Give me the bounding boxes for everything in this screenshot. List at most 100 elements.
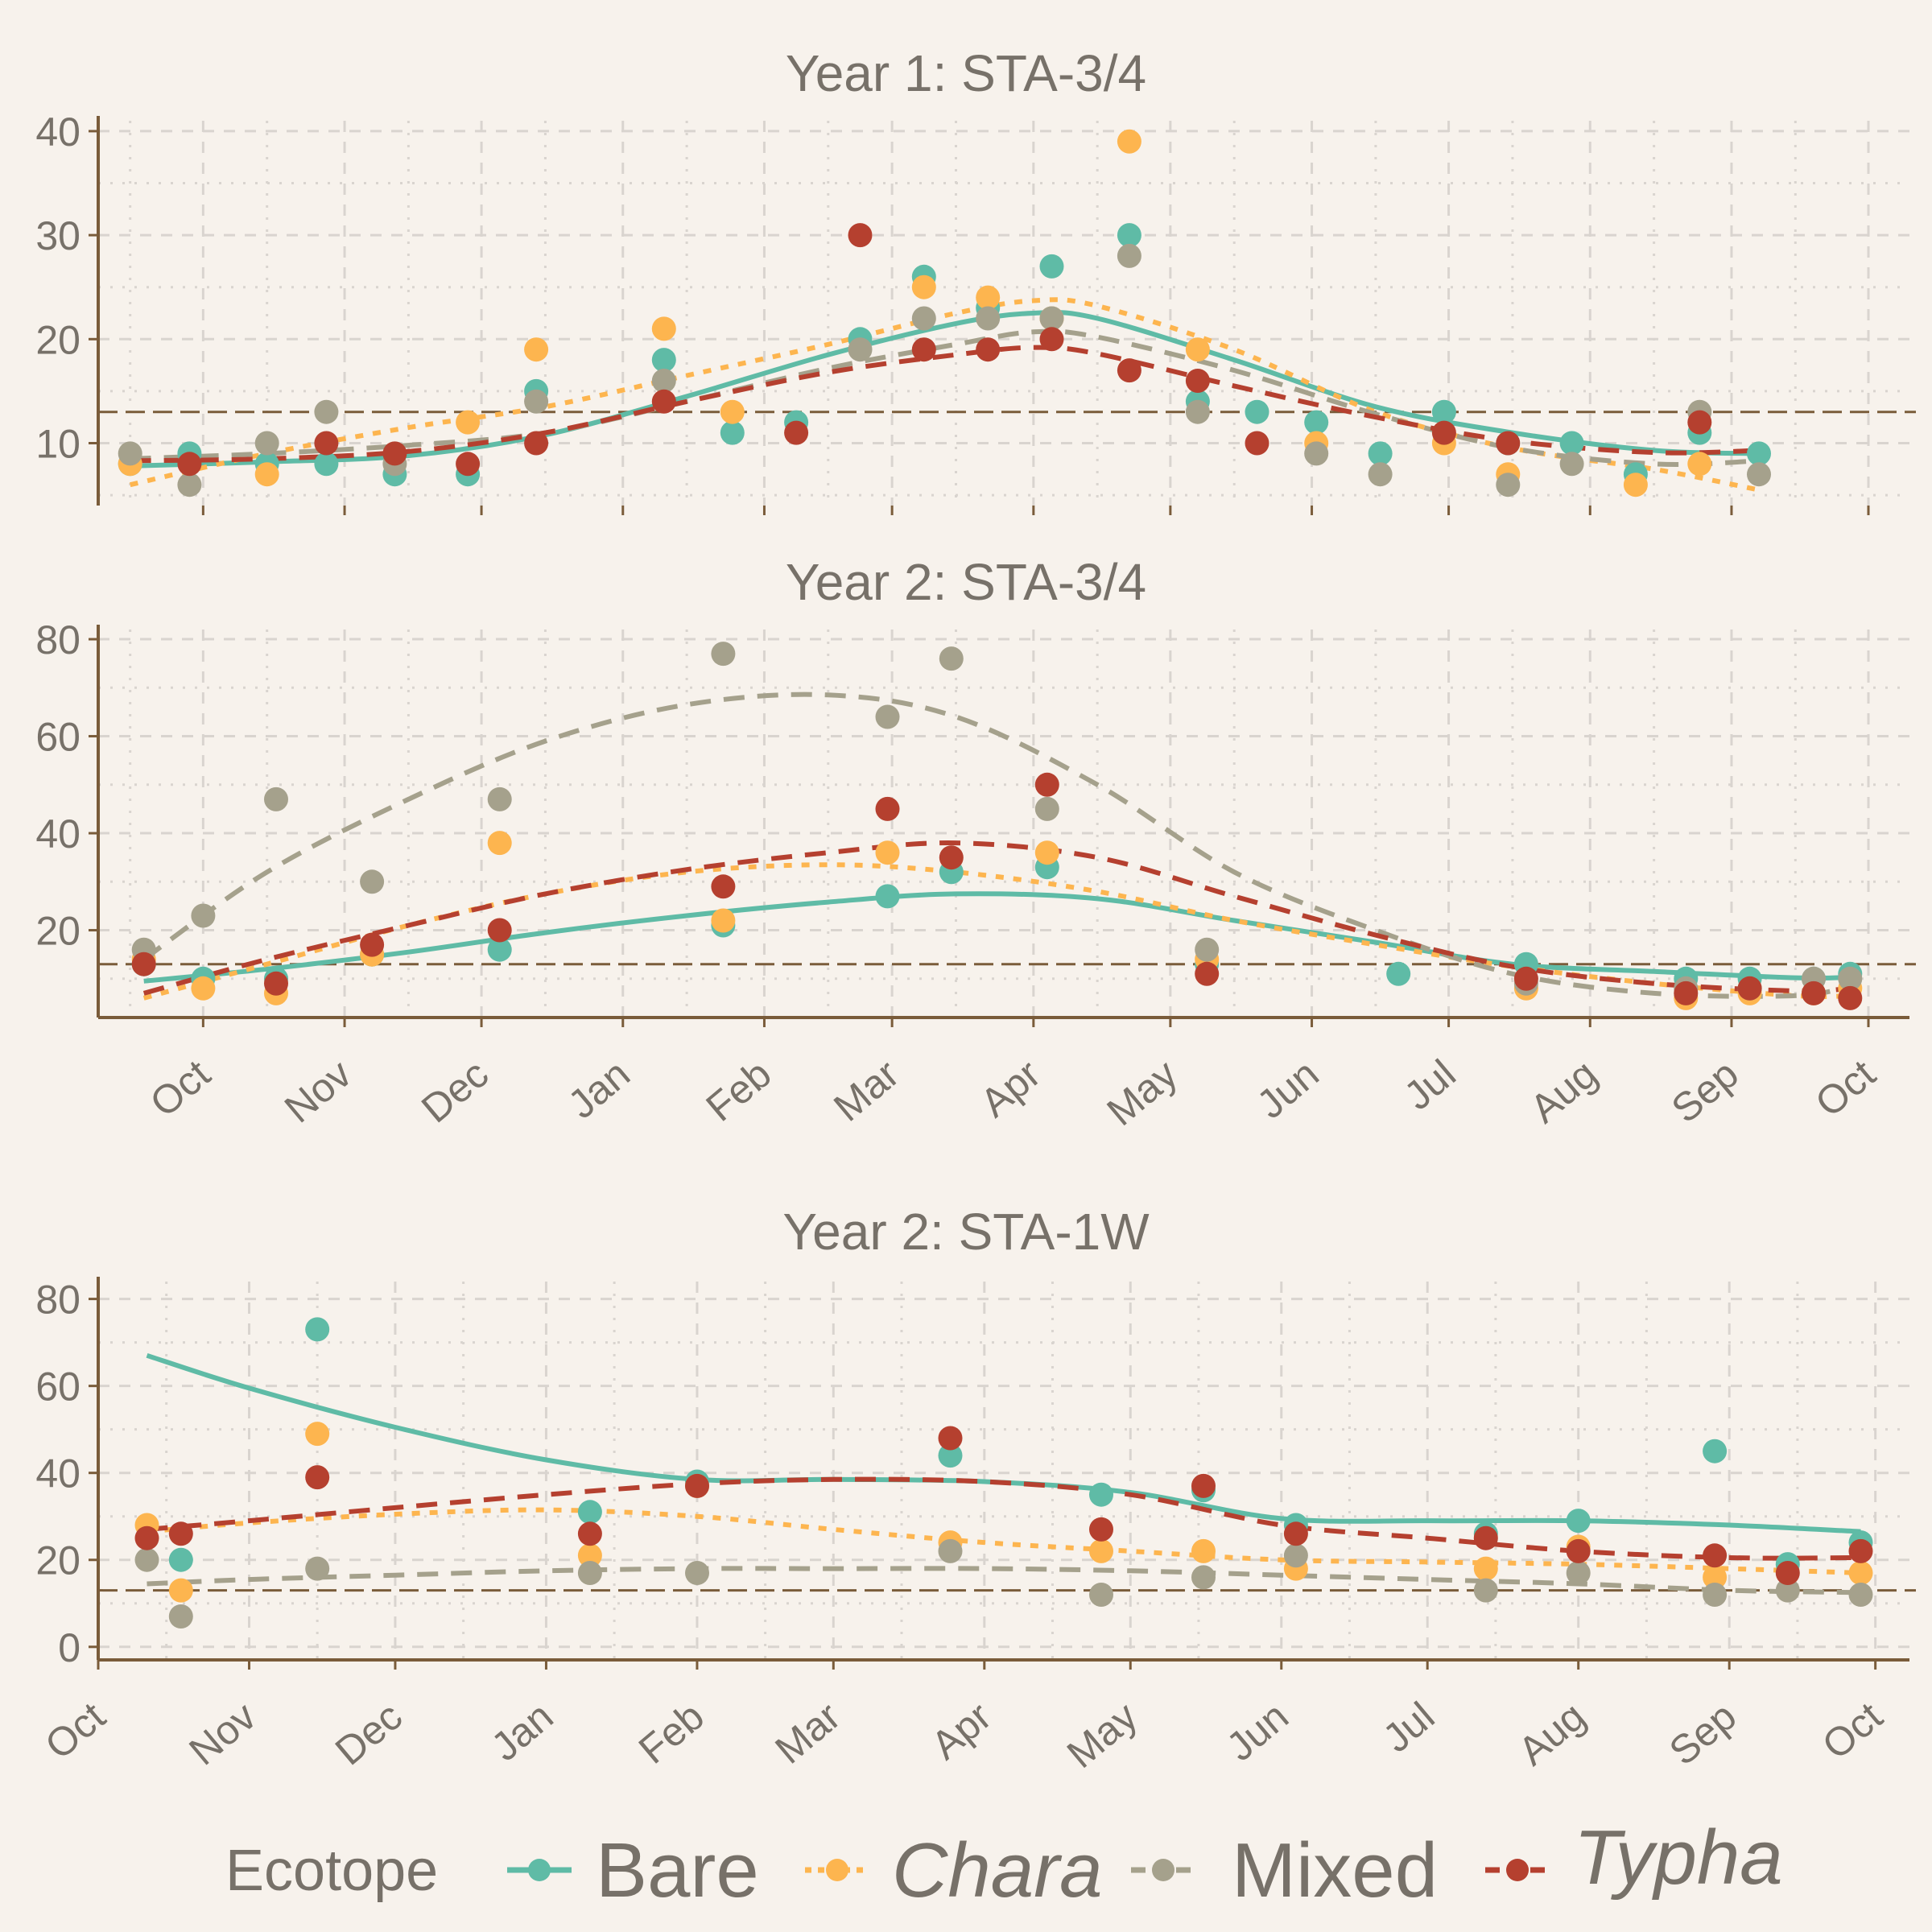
point-typha [1802,980,1826,1005]
point-mixed [1185,399,1210,424]
point-mixed [134,1547,159,1572]
point-typha [131,952,156,976]
panel-year1-sta34: 10 20 30 40 Year 1: STA-3/4 [35,44,1916,515]
trend-line-chara [147,1507,1861,1575]
point-mixed [938,1538,963,1563]
point-mixed [1703,1583,1728,1607]
point-typha [875,796,900,821]
point-chara [168,1578,193,1603]
point-bare [1089,1482,1113,1507]
point-mixed [711,642,736,667]
trend-line-chara [130,297,1760,493]
point-mixed [875,704,900,729]
point-typha [1775,1561,1800,1585]
point-typha [314,431,339,456]
point-mixed [1496,473,1521,497]
point-bare [1386,961,1411,986]
point-typha [487,918,512,943]
point-typha [1473,1525,1498,1550]
data-points [118,129,1771,497]
y-tick-label: 20 [35,909,80,954]
point-bare [1559,431,1584,456]
point-mixed [360,869,385,894]
point-bare [651,348,676,373]
point-typha [685,1473,709,1498]
point-typha [1431,420,1456,445]
point-bare [1703,1439,1728,1463]
point-bare [1566,1509,1591,1534]
point-typha [264,971,288,996]
point-bare [168,1547,193,1572]
legend-title: Ecotope [225,1839,438,1903]
point-typha [651,389,676,414]
point-typha [711,874,736,899]
point-mixed [1566,1561,1591,1585]
point-mixed [1039,306,1064,331]
trend-line-typha [130,345,1760,464]
point-mixed [1368,462,1393,487]
point-typha [1674,980,1699,1005]
panel-title: Year 2: STA-1W [782,1203,1150,1261]
point-typha [939,845,964,870]
point-chara [1687,452,1712,477]
point-typha [177,452,202,477]
point-mixed [1848,1583,1873,1607]
point-mixed [1559,452,1584,477]
trend-line-typha [142,840,1851,996]
legend-label-bare: Bare [596,1827,759,1913]
legend-item-typha: Typha [1485,1814,1783,1901]
point-mixed [487,786,512,811]
point-chara [1191,1538,1216,1563]
legend: Ecotope Bare Chara Mixed Typha [225,1814,1783,1913]
point-bare [1117,223,1141,248]
y-tick-label: 80 [35,1278,80,1323]
point-mixed [1191,1565,1216,1590]
point-chara [487,831,512,856]
point-chara [305,1422,330,1447]
legend-item-chara: Chara [805,1827,1102,1913]
point-typha [848,223,873,248]
point-mixed [305,1556,330,1581]
point-mixed [191,903,216,928]
point-bare [1304,410,1329,435]
legend-item-bare: Bare [507,1827,759,1913]
point-chara [1034,840,1059,865]
point-typha [1737,976,1762,1001]
point-typha [577,1521,602,1546]
legend-label-typha: Typha [1574,1814,1783,1901]
point-typha [1089,1517,1113,1542]
legend-key-point [1152,1859,1174,1881]
point-mixed [1304,441,1329,466]
point-mixed [976,306,1001,331]
point-typha [1034,772,1059,797]
point-typha [1191,1473,1216,1498]
point-typha [1185,369,1210,393]
panel-title: Year 2: STA-3/4 [786,553,1146,611]
point-chara [1623,473,1648,497]
point-mixed [314,399,339,424]
point-mixed [1195,937,1220,962]
trend-lines [142,691,1851,1001]
legend-key-point [528,1859,551,1881]
y-tick-label: 0 [58,1625,80,1670]
point-typha [1838,985,1863,1010]
trend-line-bare [130,310,1760,469]
point-chara [1089,1538,1113,1563]
point-chara [1848,1561,1873,1585]
point-chara [911,275,936,299]
point-chara [976,285,1001,310]
point-mixed [848,337,873,362]
point-mixed [524,389,549,414]
point-chara [254,462,279,487]
point-typha [360,932,385,957]
point-typha [524,431,549,456]
point-bare [1245,399,1269,424]
axes: 10 20 30 40 [35,109,1870,515]
point-bare [1368,441,1393,466]
point-mixed [939,646,964,671]
y-tick-label: 40 [35,109,80,155]
point-bare [875,884,900,909]
point-typha [1848,1538,1873,1563]
point-mixed [1117,243,1141,268]
point-typha [938,1426,963,1451]
